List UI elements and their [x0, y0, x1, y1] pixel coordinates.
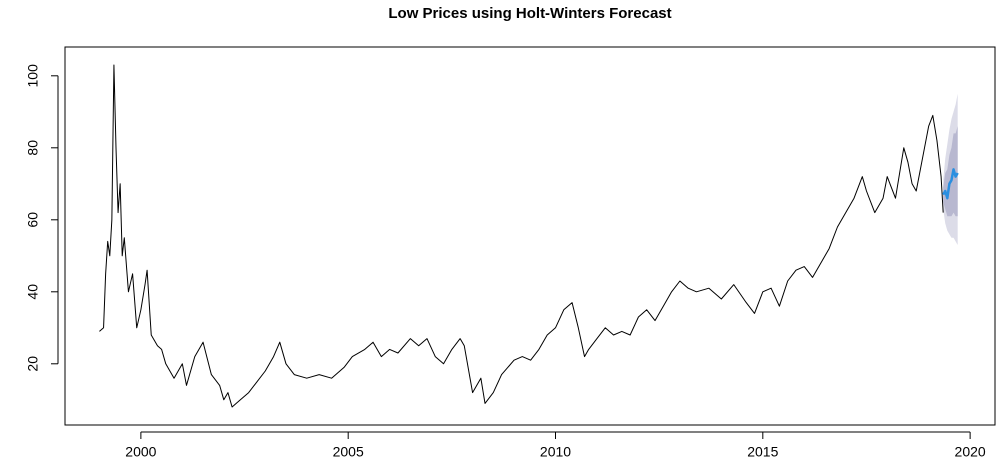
y-tick-label: 20 — [25, 356, 41, 372]
x-tick-label: 2015 — [747, 444, 778, 460]
x-tick-label: 2020 — [955, 444, 986, 460]
price-line — [99, 64, 944, 408]
forecast-line — [942, 168, 959, 200]
y-tick-label: 80 — [25, 140, 41, 156]
y-tick-label: 40 — [25, 284, 41, 300]
plot-box — [64, 46, 996, 426]
x-tick-label: 2000 — [125, 444, 156, 460]
chart-title: Low Prices using Holt-Winters Forecast — [388, 5, 671, 22]
x-tick-label: 2005 — [333, 444, 364, 460]
y-tick-label: 100 — [25, 64, 41, 88]
y-tick-label: 60 — [25, 212, 41, 228]
x-tick-label: 2010 — [540, 444, 571, 460]
